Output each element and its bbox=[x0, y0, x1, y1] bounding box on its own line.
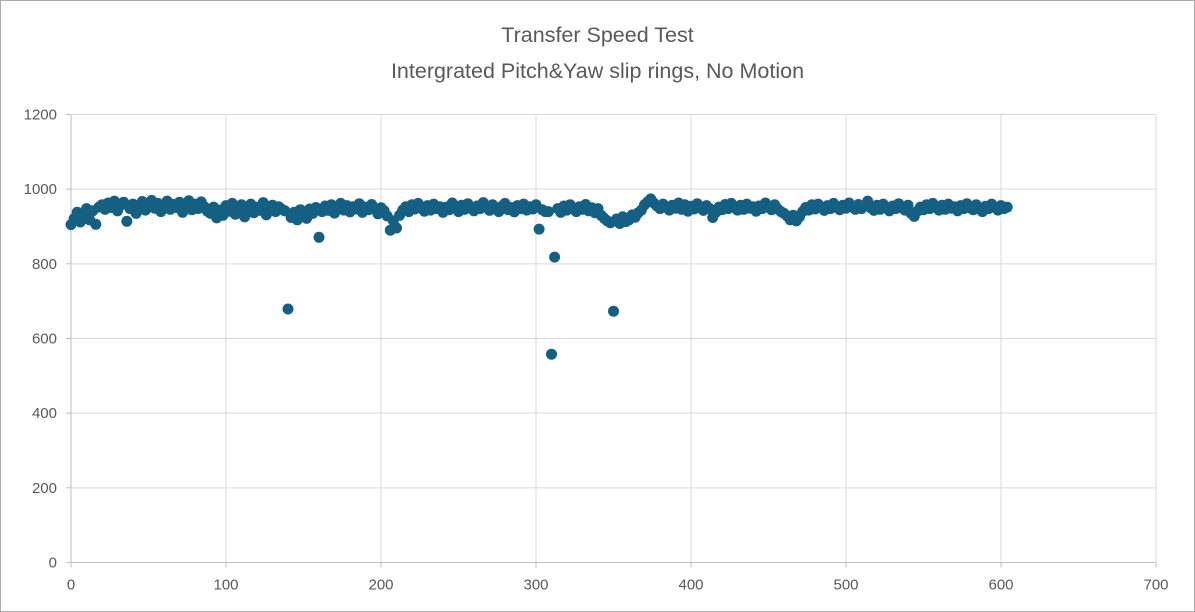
x-axis-label-200: 200 bbox=[368, 577, 393, 594]
data-point bbox=[533, 223, 545, 235]
data-point bbox=[546, 348, 557, 360]
y-axis-label-200: 200 bbox=[32, 480, 57, 497]
y-axis-label-1000: 1000 bbox=[24, 181, 57, 198]
x-axis-label-0: 0 bbox=[67, 577, 75, 594]
data-point bbox=[313, 231, 325, 243]
data-point bbox=[608, 305, 619, 317]
x-axis-label-500: 500 bbox=[833, 577, 858, 594]
y-axis-label-600: 600 bbox=[32, 331, 57, 348]
data-point bbox=[391, 222, 402, 234]
x-axis-label-400: 400 bbox=[678, 577, 703, 594]
x-axis-label-700: 700 bbox=[1143, 577, 1168, 594]
y-axis-label-0: 0 bbox=[49, 555, 57, 572]
y-axis-label-400: 400 bbox=[32, 405, 57, 422]
data-points bbox=[65, 193, 1013, 360]
data-point bbox=[90, 218, 102, 230]
data-point bbox=[1001, 201, 1013, 213]
data-point bbox=[549, 251, 561, 263]
x-axis-label-600: 600 bbox=[988, 577, 1013, 594]
x-axis-label-100: 100 bbox=[213, 577, 238, 594]
y-axis-label-1200: 1200 bbox=[24, 107, 57, 124]
data-point bbox=[121, 215, 133, 227]
data-point bbox=[542, 206, 554, 218]
y-axis-label-800: 800 bbox=[32, 256, 57, 273]
data-point bbox=[282, 303, 294, 315]
x-axis-label-300: 300 bbox=[523, 577, 548, 594]
